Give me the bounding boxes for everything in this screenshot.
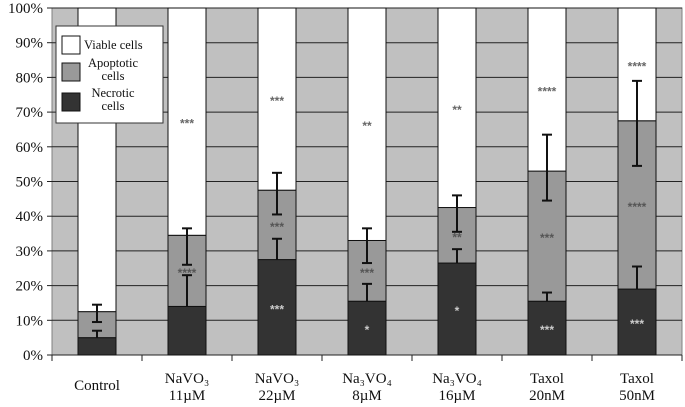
y-tick-label: 80% bbox=[16, 70, 44, 86]
significance-label: ** bbox=[362, 119, 372, 133]
bar-necrotic-cells bbox=[347, 300, 387, 356]
significance-label: *** bbox=[270, 220, 284, 234]
significance-label: ** bbox=[452, 230, 462, 244]
bar-necrotic-cells bbox=[167, 305, 207, 356]
legend-label: Necrotic bbox=[91, 86, 134, 100]
x-tick-label: 11µM bbox=[169, 388, 205, 404]
x-tick-label: Na₃VO₄ bbox=[342, 371, 392, 387]
y-tick-label: 0% bbox=[23, 348, 43, 364]
significance-label: *** bbox=[180, 117, 194, 131]
legend-label: cells bbox=[102, 69, 125, 83]
x-tick-label: NaVO₃ bbox=[255, 371, 299, 387]
significance-label: **** bbox=[178, 266, 197, 280]
y-tick-label: 60% bbox=[16, 140, 44, 156]
legend-swatch bbox=[61, 35, 81, 55]
significance-label: **** bbox=[628, 200, 647, 214]
x-tick-label: 50nM bbox=[619, 388, 655, 404]
significance-label: * bbox=[455, 304, 460, 318]
x-tick-label: 8µM bbox=[352, 388, 381, 404]
significance-label: **** bbox=[628, 59, 647, 73]
bar-viable-cells bbox=[257, 7, 297, 191]
legend-swatch bbox=[61, 92, 81, 112]
bar-necrotic-cells bbox=[257, 259, 297, 356]
y-tick-label: 30% bbox=[16, 244, 44, 260]
y-axis-ticks: 0% 10% 20% 30% 40% 50% 60% 70% 80% 90% 100% bbox=[8, 1, 683, 364]
x-tick-label: 22µM bbox=[259, 388, 296, 404]
x-tick-label: 16µM bbox=[439, 388, 476, 404]
legend-label: Viable cells bbox=[84, 38, 143, 52]
significance-marks: ****************************************… bbox=[178, 59, 647, 337]
bar-necrotic-cells bbox=[527, 300, 567, 356]
x-tick-label: Control bbox=[74, 378, 120, 394]
significance-label: *** bbox=[630, 317, 644, 331]
legend-label: Apoptotic bbox=[88, 56, 138, 70]
significance-label: *** bbox=[270, 302, 284, 316]
error-bars bbox=[92, 79, 642, 338]
y-tick-label: 100% bbox=[8, 1, 43, 17]
significance-label: ** bbox=[452, 103, 462, 117]
y-tick-label: 70% bbox=[16, 105, 44, 121]
significance-label: **** bbox=[538, 85, 557, 99]
legend-label: cells bbox=[102, 99, 125, 113]
legend-swatch bbox=[61, 62, 81, 82]
x-tick-label: Taxol bbox=[620, 371, 654, 387]
bar-necrotic-cells bbox=[617, 288, 657, 356]
significance-label: *** bbox=[360, 266, 374, 280]
bar-necrotic-cells bbox=[77, 337, 117, 356]
bar-necrotic-cells bbox=[437, 262, 477, 356]
y-tick-label: 50% bbox=[16, 175, 44, 191]
y-tick-label: 90% bbox=[16, 36, 44, 52]
significance-label: *** bbox=[270, 94, 284, 108]
significance-label: * bbox=[365, 323, 370, 337]
significance-label: *** bbox=[540, 323, 554, 337]
significance-label: *** bbox=[540, 231, 554, 245]
y-tick-label: 20% bbox=[16, 279, 44, 295]
x-axis-labels: Control NaVO₃11µMNaVO₃22µMNa₃VO₄8µMNa₃VO₄… bbox=[74, 371, 655, 404]
y-tick-label: 10% bbox=[16, 313, 44, 329]
x-tick-label: Na₃VO₄ bbox=[432, 371, 482, 387]
x-tick-label: Taxol bbox=[530, 371, 564, 387]
y-tick-label: 40% bbox=[16, 209, 44, 225]
bar-viable-cells bbox=[347, 7, 387, 241]
x-tick-label: 20nM bbox=[529, 388, 565, 404]
bar-viable-cells bbox=[167, 7, 207, 236]
bar-viable-cells bbox=[437, 7, 477, 209]
x-tick-label: NaVO₃ bbox=[165, 371, 209, 387]
